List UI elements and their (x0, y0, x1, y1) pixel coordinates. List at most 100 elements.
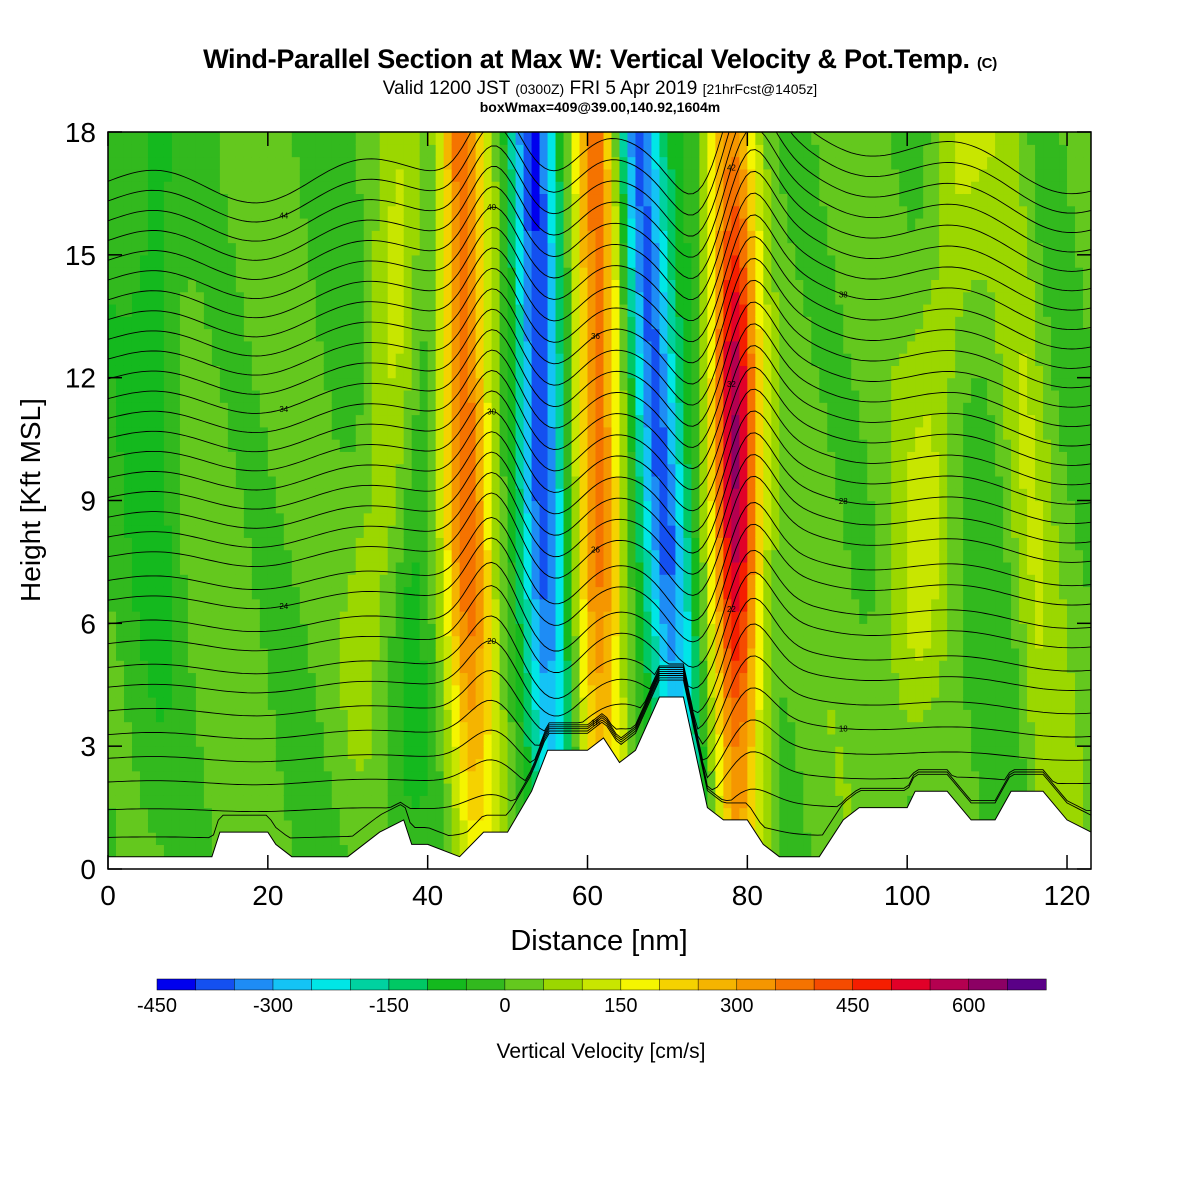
w-cell (267, 439, 277, 452)
w-cell (307, 377, 317, 391)
w-cell (475, 156, 485, 170)
w-cell (707, 721, 716, 735)
w-cell (707, 242, 716, 256)
w-cell (755, 770, 764, 784)
w-cell (363, 328, 373, 342)
w-cell (451, 488, 461, 502)
w-cell (171, 832, 181, 846)
w-cell (723, 611, 732, 624)
w-cell (299, 156, 309, 170)
w-cell (427, 242, 437, 256)
w-cell (435, 561, 445, 575)
w-cell (443, 574, 453, 588)
w-cell (283, 795, 293, 809)
w-cell (483, 340, 493, 354)
w-cell (299, 475, 309, 489)
w-cell (131, 783, 141, 796)
w-cell (363, 156, 373, 170)
w-cell (331, 168, 341, 182)
w-cell (579, 574, 589, 588)
w-cell (347, 537, 357, 551)
w-cell (763, 426, 772, 440)
w-cell (371, 291, 381, 305)
w-cell (115, 770, 125, 784)
w-cell (475, 217, 485, 231)
w-cell (523, 488, 533, 502)
w-cell (427, 721, 437, 735)
w-cell (147, 672, 157, 686)
w-cell (179, 660, 189, 674)
w-cell (379, 537, 389, 551)
w-cell (363, 426, 373, 440)
w-cell (635, 721, 645, 735)
w-cell (203, 439, 213, 452)
w-cell (155, 586, 165, 600)
w-cell (147, 807, 157, 821)
w-cell (123, 832, 133, 846)
w-cell (459, 500, 469, 514)
w-cell (227, 697, 237, 710)
w-cell (155, 598, 165, 612)
copyright-mark: (C) (976, 55, 997, 72)
w-cell (347, 242, 357, 256)
w-cell (347, 205, 357, 219)
w-cell (235, 279, 245, 293)
w-cell (747, 242, 756, 256)
w-cell (387, 168, 397, 182)
w-cell (211, 721, 221, 735)
w-cell (555, 193, 565, 207)
w-cell (267, 537, 277, 551)
w-cell (675, 254, 685, 268)
w-cell (131, 537, 141, 551)
w-cell (203, 426, 213, 440)
w-cell (339, 353, 349, 366)
w-cell (179, 144, 189, 158)
w-cell (307, 586, 317, 600)
w-cell (531, 402, 541, 416)
w-cell (267, 353, 277, 366)
w-cell (195, 340, 205, 354)
w-cell (419, 475, 429, 489)
w-cell (459, 549, 469, 563)
w-cell (131, 353, 141, 366)
w-cell (723, 340, 732, 354)
w-cell (323, 193, 333, 207)
w-cell (579, 193, 589, 207)
w-cell (555, 586, 565, 600)
w-cell (747, 746, 756, 760)
w-cell (467, 488, 477, 502)
w-cell (307, 697, 317, 710)
w-cell (355, 611, 365, 624)
w-cell (451, 672, 461, 686)
w-cell (419, 697, 429, 710)
w-cell (331, 439, 341, 452)
w-cell (659, 574, 669, 588)
w-cell (739, 205, 748, 219)
w-cell (707, 623, 716, 637)
w-cell (675, 217, 685, 231)
w-cell (403, 389, 413, 403)
w-cell (323, 217, 333, 231)
w-cell (491, 328, 501, 342)
w-cell (635, 291, 645, 305)
w-cell (179, 525, 189, 538)
w-cell (243, 672, 253, 686)
w-cell (355, 193, 365, 207)
w-cell (299, 402, 309, 416)
w-cell (211, 389, 221, 403)
w-cell (771, 807, 780, 821)
w-cell (715, 758, 724, 772)
w-cell (435, 291, 445, 305)
w-cell (571, 463, 581, 477)
w-cell (299, 439, 309, 452)
w-cell (108, 770, 117, 784)
w-cell (123, 561, 133, 575)
w-cell (603, 242, 613, 256)
w-cell (763, 672, 772, 686)
w-cell (211, 426, 221, 440)
w-cell (547, 181, 557, 195)
w-cell (307, 525, 317, 538)
w-cell (451, 377, 461, 391)
w-cell (731, 377, 740, 391)
w-cell (163, 230, 173, 244)
